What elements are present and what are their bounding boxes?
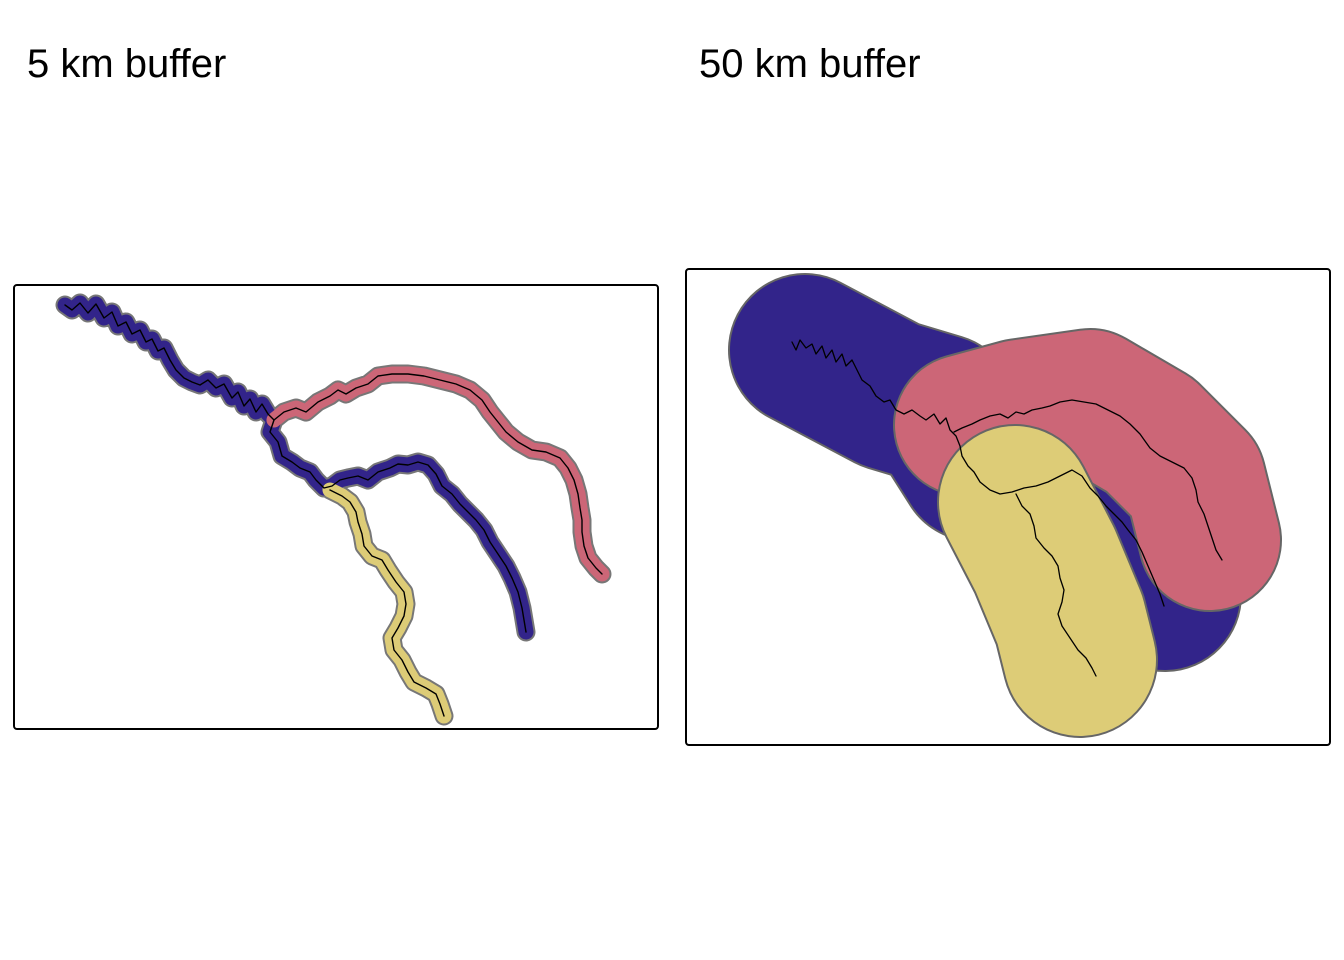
- panel-title-50km: 50 km buffer: [699, 42, 921, 86]
- panel-title-5km: 5 km buffer: [27, 42, 227, 86]
- buffer-red-river: [893, 328, 1282, 612]
- map-5km-buffer: [55, 293, 612, 726]
- map-frame-5km: [13, 284, 659, 730]
- map-50km-buffer: [728, 273, 1282, 738]
- river-lines: [791, 339, 1223, 677]
- buffer-yellow-river: [937, 424, 1158, 738]
